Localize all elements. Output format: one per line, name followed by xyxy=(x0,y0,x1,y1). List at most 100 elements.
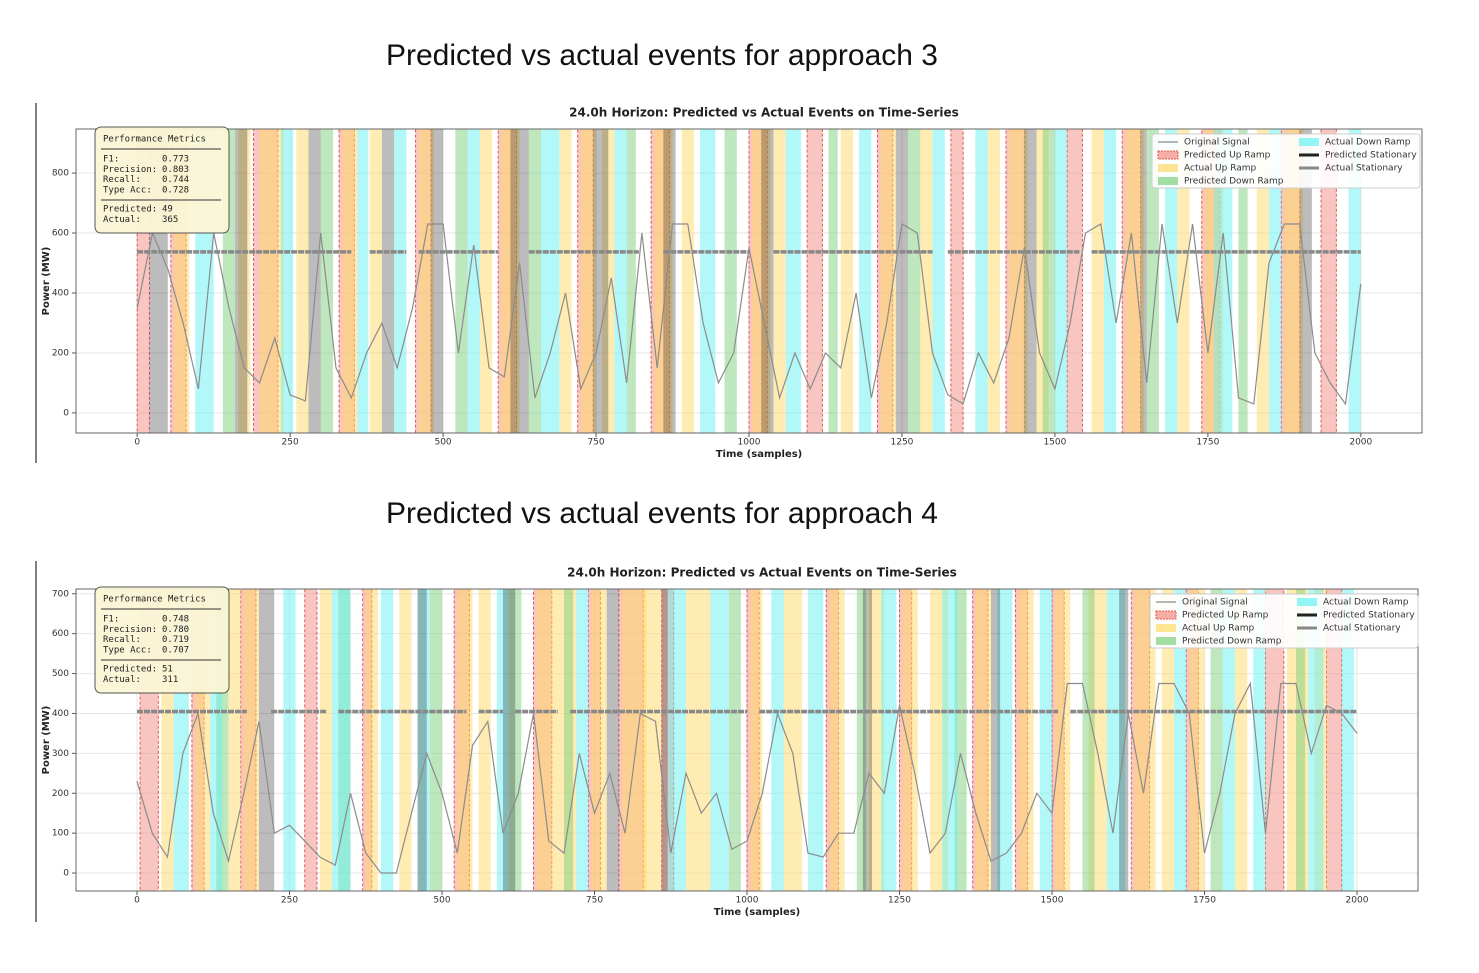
y-axis-label: Power (MW) xyxy=(41,247,52,316)
event-band xyxy=(785,129,802,433)
event-band xyxy=(728,589,741,891)
event-band xyxy=(332,589,351,891)
section-heading: Predicted vs actual events for approach … xyxy=(386,39,938,72)
event-band xyxy=(1296,589,1306,891)
chart-title: 24.0h Horizon: Predicted vs Actual Event… xyxy=(567,566,957,580)
event-band xyxy=(661,589,668,891)
event-band xyxy=(808,589,824,891)
legend-label: Predicted Down Ramp xyxy=(1182,637,1282,647)
metric-value: 365 xyxy=(162,215,178,225)
event-band xyxy=(417,589,427,891)
legend-label: Predicted Up Ramp xyxy=(1184,151,1271,161)
event-band xyxy=(869,589,885,891)
event-band xyxy=(621,589,647,891)
event-band xyxy=(1091,129,1104,433)
event-band xyxy=(418,129,434,433)
event-band xyxy=(920,129,933,433)
plot-frame xyxy=(75,128,1423,434)
event-band xyxy=(540,129,560,433)
metric-value: 311 xyxy=(162,675,178,685)
x-tick-label: 1750 xyxy=(1196,438,1219,448)
event-band xyxy=(710,589,729,891)
event-band xyxy=(997,589,1013,891)
event-band xyxy=(932,129,945,433)
y-tick-label: 600 xyxy=(52,629,69,639)
event-band xyxy=(1018,589,1034,891)
event-band xyxy=(430,129,444,433)
legend-label: Actual Stationary xyxy=(1323,624,1401,634)
legend-label: Predicted Stationary xyxy=(1323,611,1415,621)
event-band xyxy=(975,589,991,891)
event-band xyxy=(1284,129,1303,433)
metric-value: 0.728 xyxy=(162,185,189,195)
metrics-box xyxy=(94,126,230,234)
event-band xyxy=(399,589,412,891)
metric-value: 0.719 xyxy=(162,635,189,645)
event-band xyxy=(564,589,574,891)
event-band xyxy=(614,129,627,433)
event-band xyxy=(1213,129,1233,433)
event-band xyxy=(1222,589,1235,891)
event-band xyxy=(320,129,333,433)
legend-swatch xyxy=(1156,637,1176,645)
event-band xyxy=(1106,589,1126,891)
event-band xyxy=(536,589,558,891)
event-band xyxy=(1066,129,1083,433)
x-tick-label: 1500 xyxy=(1041,896,1064,906)
event-band xyxy=(667,589,686,891)
metric-label: Actual: xyxy=(103,215,141,225)
event-band xyxy=(320,589,333,891)
x-tick-label: 0 xyxy=(134,896,140,906)
event-band xyxy=(1299,129,1312,433)
metric-value: 0.780 xyxy=(162,625,189,635)
event-band xyxy=(296,129,309,433)
event-band xyxy=(750,589,763,891)
metric-label: F1: xyxy=(103,155,119,165)
event-band xyxy=(1125,129,1144,433)
event-band xyxy=(862,589,873,891)
event-band xyxy=(381,589,394,891)
metric-value: 0.707 xyxy=(162,645,189,655)
x-tick-label: 1250 xyxy=(891,438,914,448)
event-band xyxy=(243,589,259,891)
event-band xyxy=(626,129,636,433)
event-band xyxy=(773,129,786,433)
metrics-box xyxy=(94,586,230,694)
metric-label: Type Acc: xyxy=(103,185,152,195)
y-tick-label: 200 xyxy=(52,789,69,799)
metric-label: Type Acc: xyxy=(103,645,152,655)
event-band xyxy=(602,129,615,433)
event-band xyxy=(771,589,784,891)
legend-label: Predicted Stationary xyxy=(1325,151,1417,161)
event-band xyxy=(503,589,516,891)
y-tick-label: 0 xyxy=(63,869,69,879)
event-band xyxy=(880,129,896,433)
event-band xyxy=(259,589,275,891)
event-band xyxy=(259,129,285,433)
event-band xyxy=(369,129,382,433)
signal-line xyxy=(136,681,1358,874)
event-band xyxy=(235,129,248,433)
x-tick-label: 250 xyxy=(281,896,298,906)
chart: 0 200 400 600 800 0 250 500 750 1000 1250 1500 1750 2… xyxy=(41,106,1423,460)
y-tick-label: 500 xyxy=(52,669,69,679)
event-band xyxy=(1039,589,1052,891)
plot xyxy=(76,129,1422,433)
event-band xyxy=(429,589,442,891)
event-band xyxy=(975,129,988,433)
y-axis-label: Power (MW) xyxy=(41,706,52,775)
x-tick-label: 0 xyxy=(134,438,140,448)
event-band xyxy=(280,129,294,433)
legend-label: Actual Stationary xyxy=(1325,164,1403,174)
metric-value: 0.744 xyxy=(162,175,189,185)
event-band xyxy=(895,129,909,433)
event-band xyxy=(686,589,711,891)
legend-label: Actual Up Ramp xyxy=(1184,164,1257,174)
event-band xyxy=(1238,129,1248,433)
metric-label: F1: xyxy=(103,615,119,625)
event-band xyxy=(510,129,529,433)
y-tick-label: 0 xyxy=(63,408,69,418)
event-band xyxy=(394,129,407,433)
event-band xyxy=(467,129,480,433)
